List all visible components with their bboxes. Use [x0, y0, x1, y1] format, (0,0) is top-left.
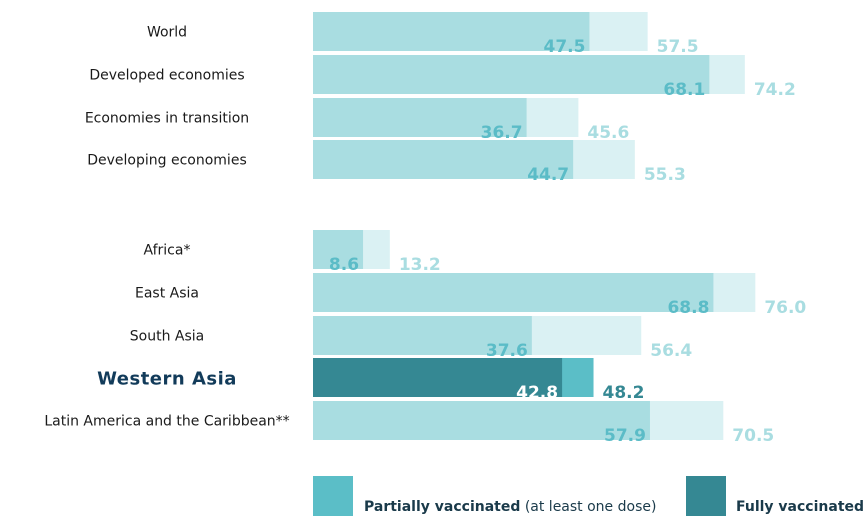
- category-label-latin-america-and-the-caribbean: Latin America and the Caribbean**: [44, 414, 289, 430]
- category-label-developed-economies: Developed economies: [89, 68, 244, 84]
- value-label-partial-south-asia: 56.4: [650, 341, 692, 361]
- category-label-east-asia: East Asia: [135, 286, 199, 302]
- value-label-full-world: 47.5: [543, 37, 585, 57]
- value-label-partial-economies-in-transition: 45.6: [587, 123, 629, 143]
- value-label-partial-east-asia: 76.0: [764, 298, 806, 318]
- value-label-partial-developing-economies: 55.3: [644, 165, 686, 185]
- legend-label-partial-rest: (at least one dose): [520, 499, 656, 515]
- category-label-south-asia: South Asia: [130, 329, 204, 345]
- category-label-world: World: [147, 25, 187, 41]
- value-label-full-latin-america-and-the-caribbean: 57.9: [604, 426, 646, 446]
- bar-full-world: [313, 12, 590, 51]
- legend-swatch-full: [686, 476, 726, 516]
- value-label-partial-africa: 13.2: [399, 255, 441, 275]
- legend-label-partial: Partially vaccinated (at least one dose): [364, 499, 656, 515]
- bar-full-western-asia: [313, 358, 563, 397]
- value-label-full-economies-in-transition: 36.7: [481, 123, 523, 143]
- value-label-partial-western-asia: 48.2: [603, 383, 645, 403]
- legend-label-full-bold: Fully vaccinated: [736, 499, 864, 515]
- bar-full-economies-in-transition: [313, 98, 527, 137]
- legend-label-partial-bold: Partially vaccinated: [364, 499, 520, 515]
- value-label-partial-developed-economies: 74.2: [754, 80, 796, 100]
- bar-full-latin-america-and-the-caribbean: [313, 401, 650, 440]
- labels-layer: World 47.5 57.5 Developed economies 68.1 74.2…: [44, 25, 806, 447]
- bar-full-developing-economies: [313, 140, 574, 179]
- value-label-full-africa: 8.6: [329, 255, 359, 275]
- bar-full-developed-economies: [313, 55, 710, 94]
- legend-swatch-partial: [313, 476, 353, 516]
- legend: Partially vaccinated (at least one dose)…: [313, 476, 864, 516]
- category-label-developing-economies: Developing economies: [87, 153, 246, 169]
- category-label-western-asia: Western Asia: [97, 369, 237, 390]
- category-label-economies-in-transition: Economies in transition: [85, 111, 249, 127]
- category-label-africa: Africa*: [144, 243, 191, 259]
- bars-layer: [313, 12, 756, 440]
- value-label-full-east-asia: 68.8: [667, 298, 709, 318]
- value-label-partial-latin-america-and-the-caribbean: 70.5: [732, 426, 774, 446]
- legend-label-full: Fully vaccinated: [736, 499, 864, 515]
- bar-full-south-asia: [313, 316, 532, 355]
- value-label-full-developing-economies: 44.7: [527, 165, 569, 185]
- value-label-full-developed-economies: 68.1: [663, 80, 705, 100]
- bar-full-africa: [313, 230, 364, 269]
- value-label-partial-world: 57.5: [657, 37, 699, 57]
- value-label-full-south-asia: 37.6: [486, 341, 528, 361]
- value-label-full-western-asia: 42.8: [516, 383, 558, 403]
- bar-full-east-asia: [313, 273, 714, 312]
